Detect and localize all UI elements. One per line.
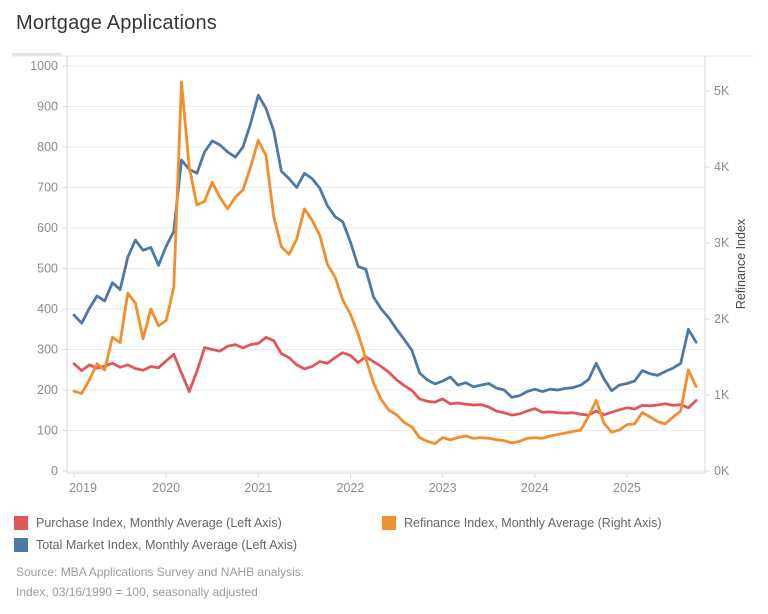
legend-label-total-market: Total Market Index, Monthly Average (Lef… — [36, 538, 298, 552]
legend-item-refinance[interactable]: Refinance Index, Monthly Average (Right … — [382, 516, 662, 530]
legend-item-purchase[interactable]: Purchase Index, Monthly Average (Left Ax… — [14, 516, 282, 530]
left-axis-tick-label: 500 — [37, 262, 58, 276]
left-axis-tick-label: 600 — [37, 221, 58, 235]
x-axis-year-label: 2019 — [69, 481, 97, 495]
legend-label-purchase: Purchase Index, Monthly Average (Left Ax… — [36, 516, 282, 530]
total-market-swatch-icon — [14, 538, 28, 552]
right-axis-tick-label: 1K — [714, 388, 730, 402]
x-axis-year-label: 2022 — [337, 481, 365, 495]
left-axis-tick-label: 100 — [37, 424, 58, 438]
legend-label-refinance: Refinance Index, Monthly Average (Right … — [404, 516, 662, 530]
right-axis-title: Refinance Index — [734, 218, 748, 309]
left-axis-tick-label: 900 — [37, 100, 58, 114]
x-axis-year-label: 2023 — [429, 481, 457, 495]
source-note: Source: MBA Applications Survey and NAHB… — [16, 565, 305, 579]
x-axis-year-label: 2025 — [613, 481, 641, 495]
worksheet-tab-edge — [12, 53, 62, 56]
left-axis-tick-label: 0 — [51, 464, 58, 478]
left-axis-tick-label: 1000 — [30, 59, 58, 73]
right-axis-tick-label: 0K — [714, 464, 730, 478]
legend-item-total-market[interactable]: Total Market Index, Monthly Average (Lef… — [14, 538, 297, 552]
left-axis-tick-label: 400 — [37, 302, 58, 316]
page-title: Mortgage Applications — [16, 12, 217, 34]
right-axis-tick-label: 4K — [714, 160, 730, 174]
mortgage-applications-chart: 0 100 200 300 400 500 600 700 800 900 1000 0K 1K 2K 3K… — [12, 53, 753, 495]
right-axis-tick-label: 5K — [714, 84, 730, 98]
x-axis-year-label: 2021 — [244, 481, 272, 495]
total-market-line[interactable] — [72, 93, 698, 399]
refinance-swatch-icon — [382, 516, 396, 530]
right-axis-tick-label: 2K — [714, 312, 730, 326]
refinance-line[interactable] — [72, 80, 698, 446]
x-axis-year-label: 2020 — [152, 481, 180, 495]
right-axis-tick-label: 3K — [714, 236, 730, 250]
purchase-line[interactable] — [72, 335, 698, 417]
x-axis-year-label: 2024 — [521, 481, 549, 495]
left-axis-tick-label: 200 — [37, 383, 58, 397]
left-axis-tick-label: 800 — [37, 140, 58, 154]
chart-legend: Purchase Index, Monthly Average (Left Ax… — [0, 512, 768, 556]
purchase-swatch-icon — [14, 516, 28, 530]
left-axis-tick-label: 300 — [37, 343, 58, 357]
left-axis-tick-label: 700 — [37, 181, 58, 195]
index-note: Index, 03/16/1990 = 100, seasonally adju… — [16, 585, 258, 599]
